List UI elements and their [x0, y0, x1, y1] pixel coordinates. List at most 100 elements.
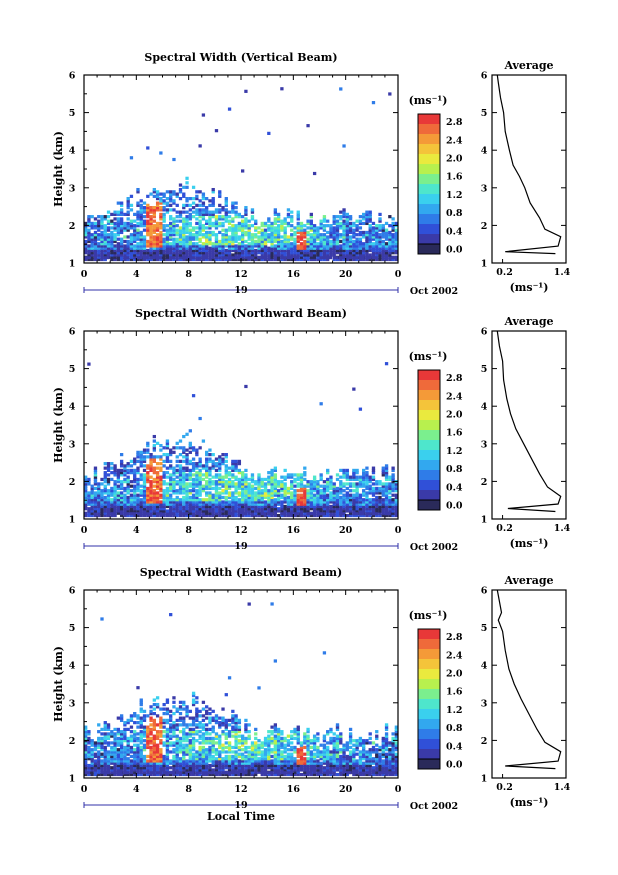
heatmap-cell	[388, 489, 392, 493]
heatmap-cell	[227, 754, 232, 759]
heatmap-cell	[119, 513, 124, 518]
heatmap-cell	[198, 721, 202, 725]
heatmap-cell	[188, 253, 192, 257]
heatmap-cell	[342, 502, 346, 506]
heatmap-cell	[368, 486, 372, 491]
heatmap-cell	[106, 513, 111, 518]
heatmap-cell	[146, 206, 150, 210]
heatmap-cell	[319, 253, 323, 257]
heatmap-cell	[201, 759, 206, 763]
heatmap-cell	[155, 495, 160, 500]
heatmap-cell	[218, 754, 222, 759]
x-tick-label: 0	[81, 269, 88, 280]
heatmap-cell	[250, 210, 255, 214]
heatmap-cell	[260, 502, 264, 506]
heatmap-cell	[201, 757, 206, 761]
heatmap-cell	[234, 730, 238, 734]
heatmap-cell	[332, 491, 336, 495]
heatmap-cell	[139, 212, 143, 216]
heatmap-cell	[155, 201, 160, 205]
heatmap-cell	[201, 235, 206, 239]
heatmap-cell	[198, 759, 202, 763]
heatmap-cell	[155, 754, 160, 759]
heatmap-cell	[384, 489, 389, 493]
heatmap-cell	[93, 743, 98, 747]
heatmap-cell	[286, 257, 291, 262]
heatmap-cell	[378, 486, 382, 491]
heatmap-cell	[188, 757, 192, 761]
heatmap-cell	[142, 770, 147, 774]
heatmap-cell	[205, 736, 209, 741]
heatmap-cell	[191, 504, 196, 509]
colorbar-swatch	[418, 420, 440, 431]
heatmap-cell	[198, 244, 202, 248]
heatmap-cell	[237, 215, 242, 219]
heatmap-cell	[106, 725, 111, 729]
heatmap-cell	[394, 509, 399, 513]
heatmap-cell	[371, 226, 376, 230]
heatmap-cell	[234, 230, 238, 235]
heatmap-cell	[290, 210, 294, 214]
heatmap-cell	[139, 504, 143, 509]
heatmap-cell	[126, 244, 130, 248]
heatmap-cell	[381, 500, 385, 504]
heatmap-cell	[205, 253, 209, 257]
heatmap-cell	[296, 221, 300, 226]
heatmap-cell	[312, 239, 317, 244]
heatmap-cell	[185, 743, 189, 747]
heatmap-cell	[126, 750, 130, 754]
heatmap-cell	[149, 754, 153, 759]
heatmap-cell	[103, 504, 107, 509]
heatmap-cell	[126, 201, 130, 205]
heatmap-cell	[290, 509, 294, 513]
heatmap-cell	[267, 482, 271, 486]
heatmap-cell	[231, 237, 235, 241]
heatmap-cell	[178, 509, 183, 513]
heatmap-cell	[283, 500, 287, 504]
heatmap-cell	[129, 512, 136, 516]
heatmap-cell	[375, 491, 379, 495]
heatmap-cell	[290, 473, 294, 477]
heatmap-cell	[165, 190, 170, 194]
heatmap-cell	[247, 253, 251, 257]
heatmap-cell	[152, 702, 156, 707]
heatmap-cell	[159, 466, 163, 470]
heatmap-cell	[263, 224, 268, 228]
heatmap-cell	[195, 739, 199, 743]
heatmap-cell	[329, 253, 333, 257]
heatmap-cell	[365, 512, 372, 516]
heatmap-cell	[214, 464, 219, 468]
heatmap-cell	[362, 480, 366, 484]
heatmap-cell	[362, 489, 366, 493]
heatmap-cell	[139, 745, 143, 750]
heatmap-cell	[208, 741, 212, 745]
heatmap-cell	[276, 484, 281, 488]
heatmap-cell	[142, 208, 147, 212]
heatmap-cell	[322, 226, 327, 230]
heatmap-cell	[322, 217, 327, 221]
heatmap-cell	[110, 754, 114, 759]
heatmap-cell	[195, 221, 199, 226]
heatmap-cell	[159, 484, 163, 488]
heatmap-cell	[280, 513, 284, 518]
heatmap-cell	[198, 215, 202, 219]
heatmap-cell	[185, 473, 189, 477]
heatmap-cell	[270, 491, 274, 495]
heatmap-cell	[375, 504, 379, 509]
heatmap-cell	[126, 224, 130, 228]
heatmap-cell	[280, 87, 284, 91]
heatmap-cell	[329, 500, 333, 504]
heatmap-cell	[231, 754, 235, 759]
heatmap-cell	[146, 491, 150, 495]
heatmap-cell	[162, 500, 166, 504]
heatmap-cell	[375, 253, 379, 257]
heatmap-cell	[106, 237, 111, 241]
heatmap-cell	[139, 462, 143, 466]
heatmap-cell	[146, 730, 150, 734]
heatmap-cell	[133, 230, 137, 235]
heatmap-cell	[234, 464, 238, 468]
heatmap-cell	[106, 462, 111, 466]
heatmap-cell	[322, 242, 327, 246]
heatmap-cell	[172, 486, 176, 491]
heatmap-cell	[368, 509, 372, 513]
